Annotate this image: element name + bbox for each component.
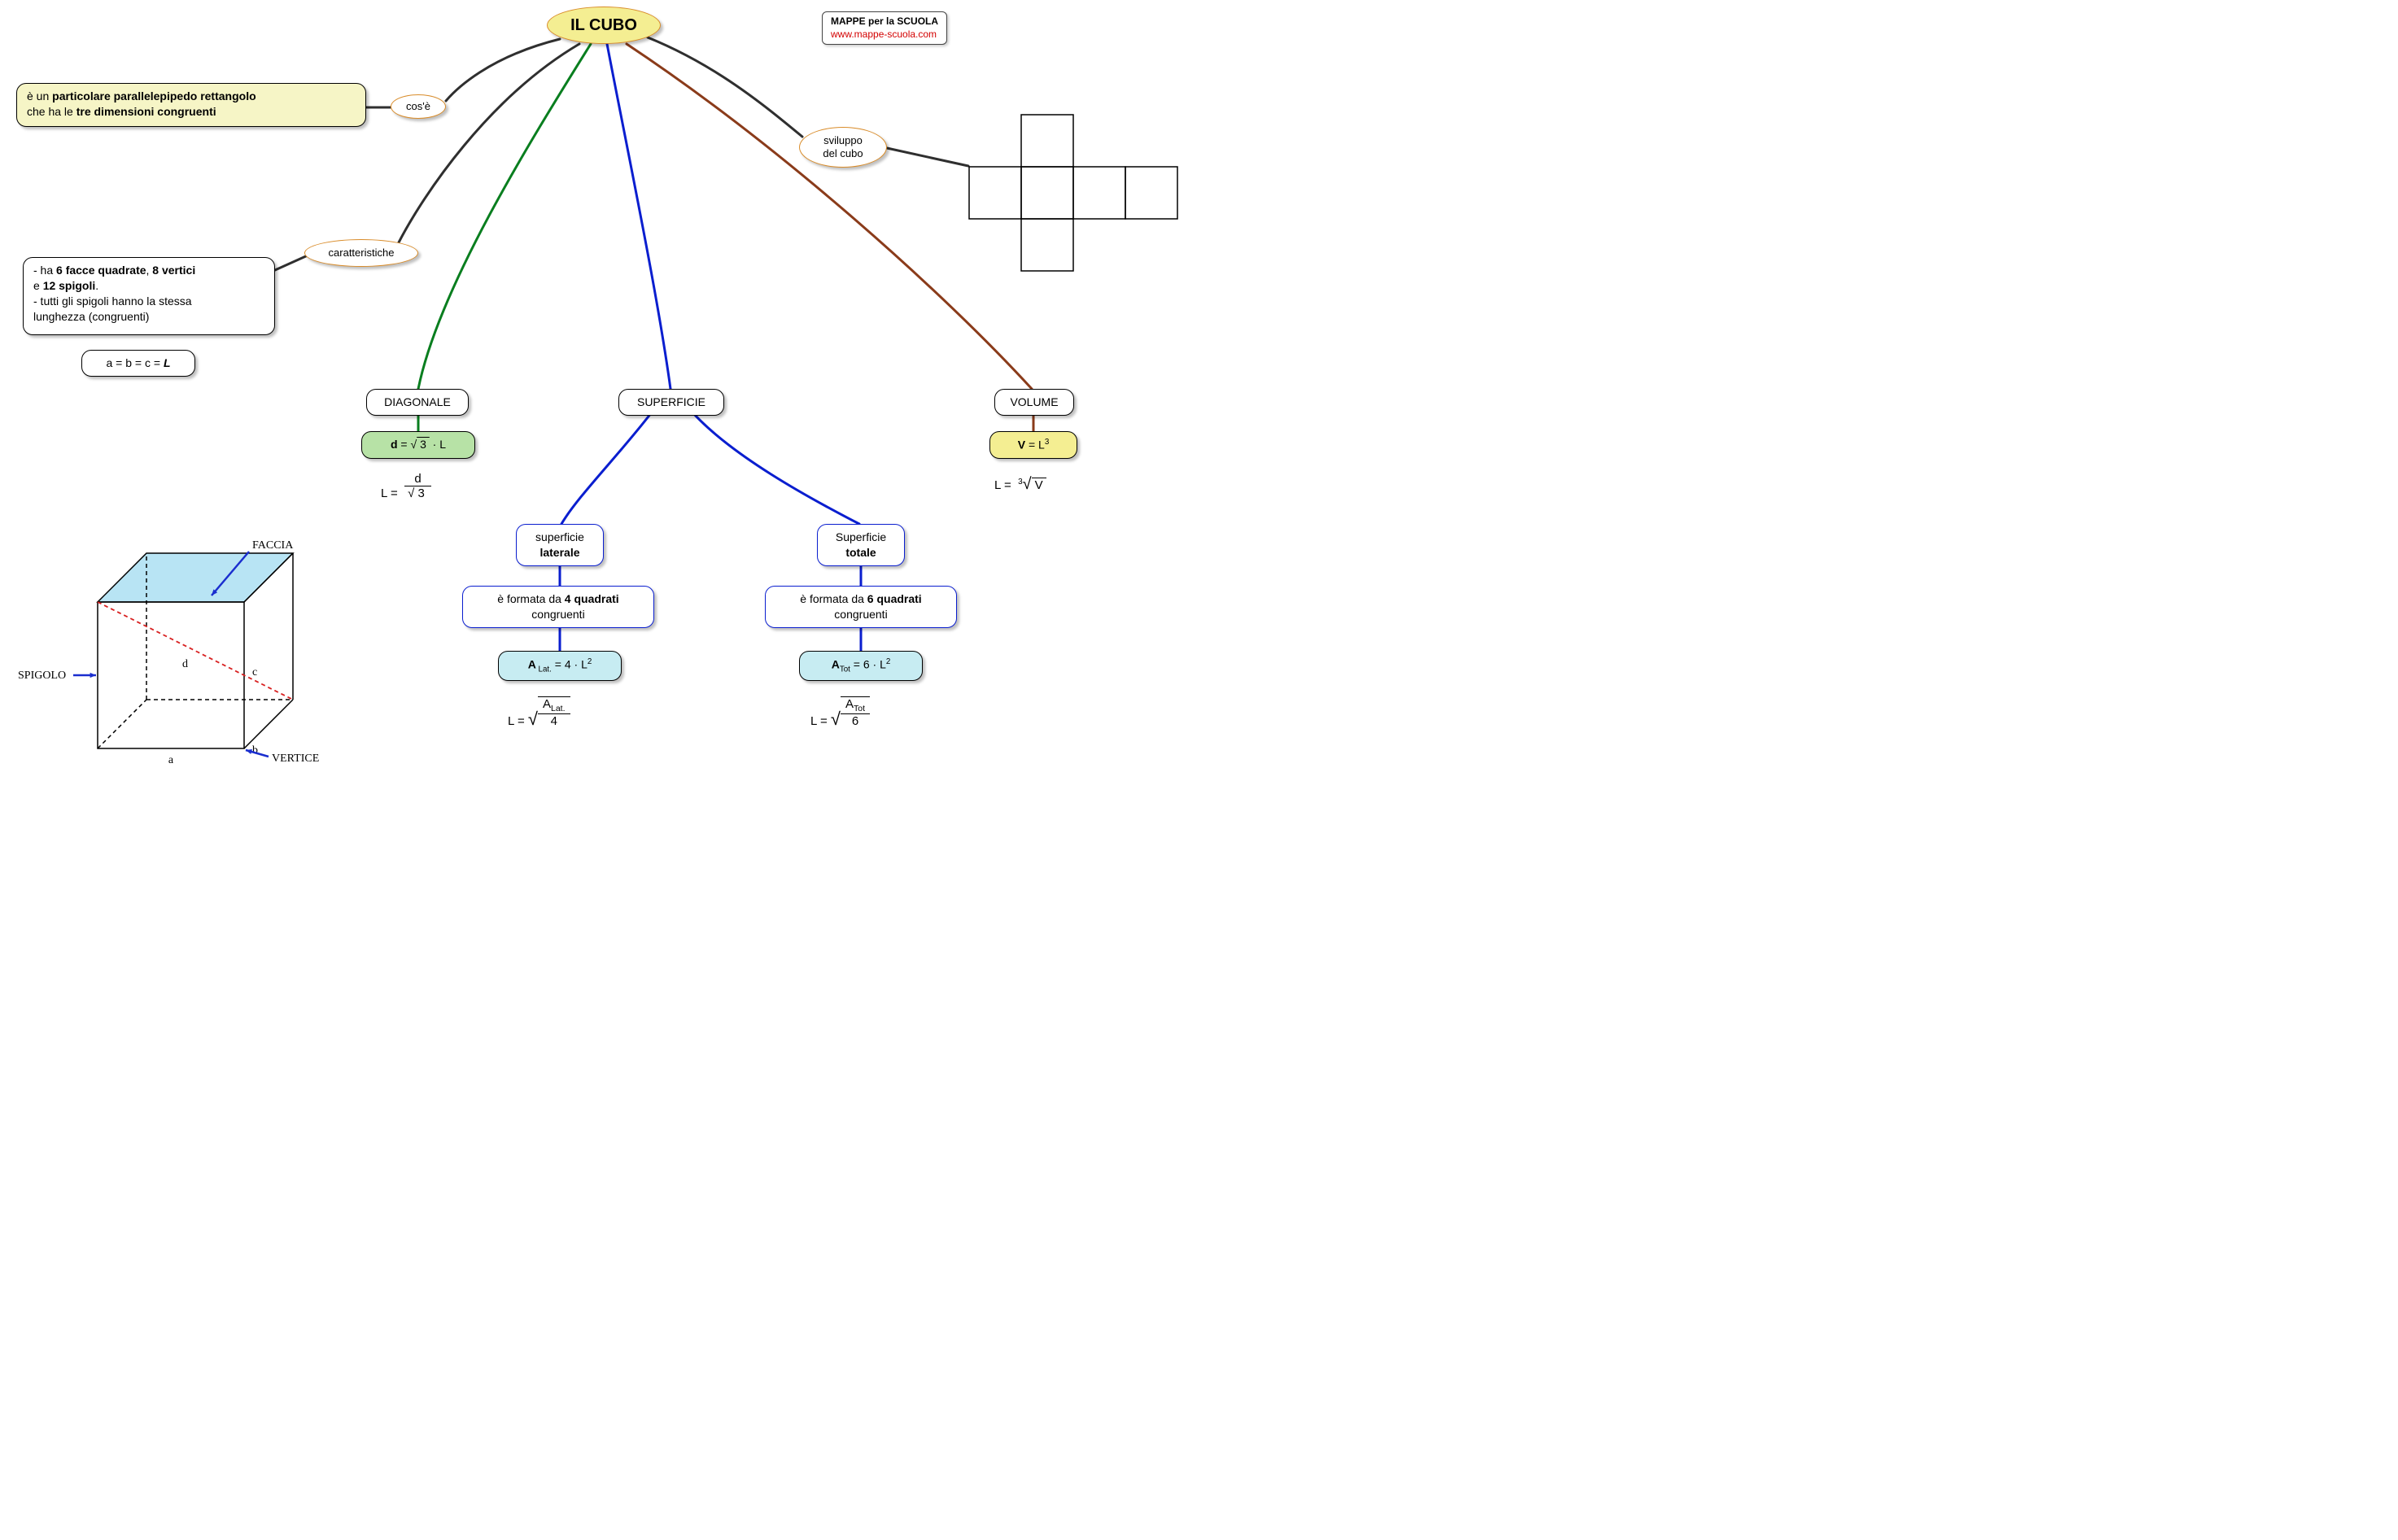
- watermark-line2: www.mappe-scuola.com: [831, 28, 938, 41]
- formula-L_from_Alat: L = √ALat.4: [508, 696, 570, 730]
- box-volume_title: VOLUME: [994, 389, 1074, 416]
- svg-text:a: a: [168, 754, 174, 766]
- box-abc: a = b = c = L: [81, 350, 195, 377]
- svg-text:VERTICE: VERTICE: [272, 753, 319, 765]
- cube-net-diagram: [968, 114, 1180, 273]
- box-sup_tot_label: Superficietotale: [817, 524, 905, 566]
- box-a_lat: A Lat. = 4 · L2: [498, 651, 622, 681]
- box-diagonale_title: DIAGONALE: [366, 389, 469, 416]
- ellipse-sviluppo: sviluppodel cubo: [799, 127, 887, 168]
- watermark-line1: MAPPE per la SCUOLA: [831, 15, 938, 28]
- box-sup_lat_desc: è formata da 4 quadraticongruenti: [462, 586, 654, 628]
- ellipse-cose: cos'è: [391, 94, 446, 119]
- box-vol_formula: V = L3: [989, 431, 1077, 459]
- box-sup_lat_label: superficielaterale: [516, 524, 604, 566]
- box-a_tot: ATot = 6 · L2: [799, 651, 923, 681]
- formula-L_from_d: L = d√ 3: [381, 472, 431, 500]
- box-characteristics: - ha 6 facce quadrate, 8 verticie 12 spi…: [23, 257, 275, 335]
- svg-text:c: c: [252, 666, 257, 678]
- svg-text:FACCIA: FACCIA: [252, 539, 294, 552]
- ellipse-caratt: caratteristiche: [304, 239, 418, 267]
- formula-L_from_Atot: L = √ATot6: [810, 696, 870, 730]
- svg-text:b: b: [252, 744, 258, 757]
- cube-diagram: a b c d FACCIA SPIGOLO VERTICE: [16, 521, 374, 781]
- box-definition: è un particolare parallelepipedo rettang…: [16, 83, 366, 127]
- box-sup_tot_desc: è formata da 6 quadraticongruenti: [765, 586, 957, 628]
- box-diag_formula: d = √ 3 · L: [361, 431, 475, 459]
- svg-text:SPIGOLO: SPIGOLO: [18, 670, 66, 682]
- box-superficie_title: SUPERFICIE: [618, 389, 724, 416]
- title-node: IL CUBO: [547, 7, 661, 44]
- svg-text:d: d: [182, 658, 188, 670]
- formula-L_from_V: L = 3√V: [994, 475, 1046, 494]
- watermark-box: MAPPE per la SCUOLA www.mappe-scuola.com: [822, 11, 947, 45]
